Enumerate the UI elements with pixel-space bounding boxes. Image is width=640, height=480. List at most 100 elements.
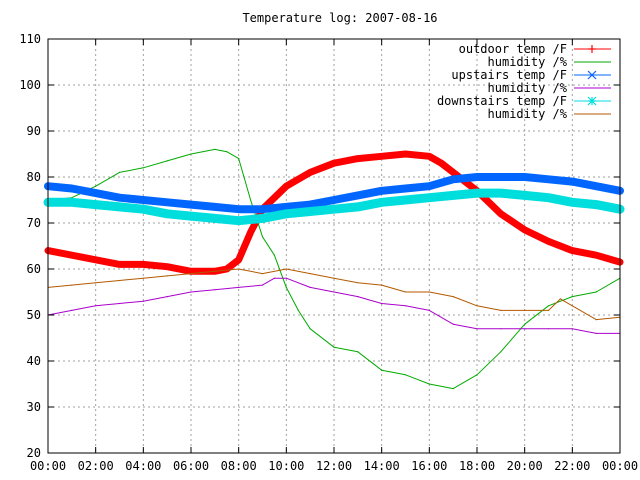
data-point	[190, 273, 192, 275]
series-6	[47, 268, 621, 321]
data-point	[309, 328, 311, 330]
data-point	[427, 196, 431, 200]
data-point	[190, 153, 192, 155]
data-point	[309, 273, 311, 275]
legend-marker-part	[587, 70, 597, 80]
legend-label: humidity /%	[488, 55, 568, 69]
data-point	[308, 210, 312, 213]
data-point	[214, 289, 216, 291]
data-point	[94, 191, 98, 195]
data-point	[332, 161, 336, 165]
y-tick-label: 40	[27, 354, 41, 368]
data-point	[427, 184, 431, 188]
series-3	[44, 173, 624, 214]
series-4	[47, 277, 621, 334]
data-point	[118, 196, 121, 200]
data-point	[226, 151, 228, 153]
legend-entry: humidity /%	[488, 55, 611, 69]
series-line	[47, 268, 621, 321]
data-point	[141, 262, 145, 266]
data-point	[357, 282, 359, 284]
x-tick-label: 00:00	[602, 459, 638, 473]
data-point	[284, 212, 288, 216]
data-point	[547, 328, 550, 330]
data-point	[404, 187, 407, 190]
legend-label: upstairs temp /F	[451, 68, 567, 82]
data-point	[297, 309, 299, 311]
data-point	[356, 205, 360, 209]
data-point	[141, 198, 145, 202]
data-point	[380, 154, 384, 158]
data-point	[594, 184, 598, 188]
series-line	[47, 277, 621, 334]
data-point	[142, 300, 144, 302]
x-tick-label: 04:00	[125, 459, 161, 473]
data-point	[142, 167, 144, 169]
data-point	[141, 207, 145, 211]
data-point	[189, 269, 193, 273]
series-line	[44, 150, 624, 275]
data-point	[250, 199, 252, 201]
data-point	[261, 284, 264, 286]
data-point	[237, 207, 241, 211]
data-point	[285, 286, 287, 288]
data-point	[404, 291, 407, 293]
x-tick-label: 10:00	[268, 459, 304, 473]
data-point	[451, 170, 455, 174]
x-tick-label: 20:00	[507, 459, 543, 473]
data-point	[237, 258, 241, 262]
legend-entry: upstairs temp /F	[451, 68, 611, 82]
data-point	[356, 193, 360, 197]
data-point	[118, 205, 121, 209]
data-point	[237, 219, 241, 223]
data-point	[333, 346, 335, 348]
data-point	[357, 296, 359, 298]
data-point	[142, 277, 144, 279]
x-tick-label: 22:00	[554, 459, 590, 473]
legend-entry: humidity /%	[488, 107, 611, 121]
data-point	[524, 323, 526, 325]
data-point	[166, 296, 168, 298]
chart-title: Temperature log: 2007-08-16	[242, 11, 437, 25]
y-tick-label: 100	[19, 78, 41, 92]
data-point	[523, 228, 527, 232]
data-point	[404, 305, 407, 307]
data-point	[94, 258, 98, 262]
data-point	[595, 291, 597, 293]
data-point	[547, 196, 550, 200]
data-point	[476, 374, 478, 376]
data-point	[238, 268, 240, 270]
legend-entry: humidity /%	[488, 81, 611, 95]
legend-label: downstairs temp /F	[437, 94, 567, 108]
y-tick-label: 90	[27, 124, 41, 138]
x-tick-label: 08:00	[221, 459, 257, 473]
data-point	[595, 332, 597, 334]
data-point	[547, 239, 550, 243]
legend-entry: downstairs temp /F	[437, 94, 611, 108]
data-point	[475, 191, 479, 195]
data-point	[452, 323, 454, 325]
data-point	[333, 291, 335, 293]
data-point	[451, 177, 455, 181]
data-point	[404, 198, 407, 202]
data-point	[428, 291, 430, 293]
legend-label: outdoor temp /F	[459, 42, 567, 56]
y-tick-label: 30	[27, 400, 41, 414]
data-point	[71, 309, 73, 311]
data-point	[381, 284, 383, 286]
series-5	[43, 188, 625, 226]
data-point	[332, 198, 336, 202]
data-point	[476, 328, 478, 330]
data-point	[500, 328, 502, 330]
data-point	[118, 302, 121, 305]
y-tick-label: 110	[19, 32, 41, 46]
data-point	[523, 193, 527, 197]
data-point	[380, 200, 384, 204]
legend-label: humidity /%	[488, 81, 568, 95]
data-point	[500, 351, 502, 353]
data-point	[571, 328, 573, 330]
data-point	[273, 254, 275, 256]
data-point	[95, 282, 97, 284]
